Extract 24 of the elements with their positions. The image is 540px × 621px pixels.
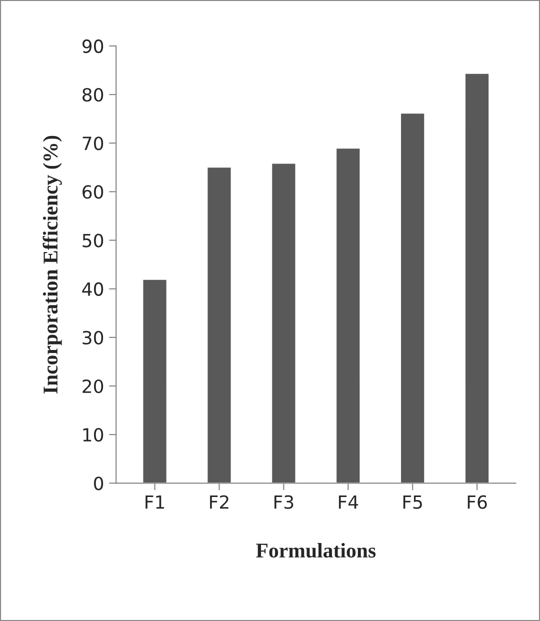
x-tick-label: F1 [146, 496, 164, 509]
x-tick-label: F3 [274, 495, 294, 509]
y-tick-label: 80 [82, 88, 104, 102]
bar [206, 166, 232, 484]
bar [335, 147, 362, 484]
y-tick-label: 0 [94, 476, 104, 490]
y-tick-label: 90 [82, 39, 104, 54]
bar [464, 72, 490, 484]
x-tick-label: F5 [403, 496, 422, 509]
y-tick-label: 60 [82, 185, 104, 199]
y-axis-title: Incorporation Efficiency (%) [42, 136, 62, 394]
x-tick-label: F6 [468, 495, 487, 509]
y-tick-label: 30 [82, 330, 104, 345]
bar [270, 162, 297, 484]
x-tick-label: F4 [338, 496, 358, 509]
y-tick-label: 70 [82, 136, 104, 150]
y-tick-label: 10 [83, 428, 104, 442]
x-tick-label: F2 [210, 495, 228, 509]
y-tick-label: 20 [82, 379, 104, 394]
bar [142, 278, 168, 484]
y-tick-label: 40 [82, 282, 104, 296]
bar [400, 112, 426, 484]
y-tick-label: 50 [82, 234, 104, 248]
x-axis-title: Formulations [256, 542, 376, 558]
